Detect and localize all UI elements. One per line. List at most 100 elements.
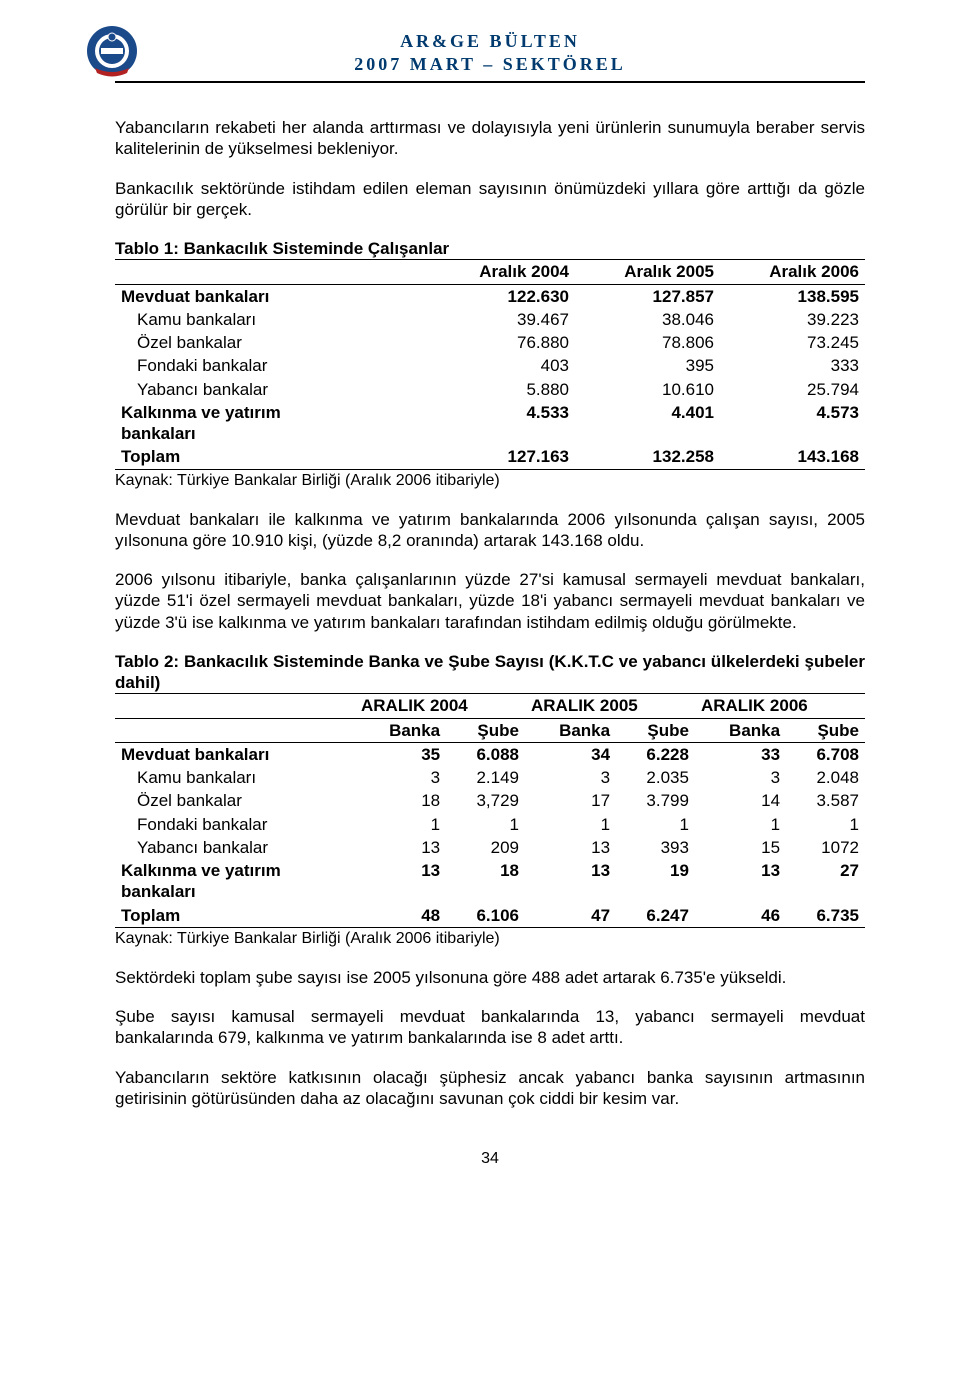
table-row: Kalkınma ve yatırımbankaları4.5334.4014.… (115, 401, 865, 446)
row-value: 33 (695, 742, 786, 766)
row-value: 1072 (786, 836, 865, 859)
row-value: 39.467 (430, 308, 575, 331)
row-value: 47 (525, 904, 616, 928)
table-row: Toplam486.106476.247466.735 (115, 904, 865, 928)
row-label: Kamu bankaları (115, 308, 430, 331)
t2-th1: ARALIK 2004 (355, 694, 525, 718)
row-value: 6.708 (786, 742, 865, 766)
row-value: 1 (695, 813, 786, 836)
row-value: 17 (525, 789, 616, 812)
row-value: 3 (695, 766, 786, 789)
row-value: 3 (355, 766, 446, 789)
row-label: Özel bankalar (115, 331, 430, 354)
row-value: 15 (695, 836, 786, 859)
row-label: Toplam (115, 445, 430, 469)
row-value: 4.573 (720, 401, 865, 446)
table1-h1: Aralık 2004 (430, 260, 575, 284)
t2-sh5: Banka (695, 718, 786, 742)
row-label: Toplam (115, 904, 355, 928)
row-value: 6.247 (616, 904, 695, 928)
row-value: 5.880 (430, 378, 575, 401)
t2-sh0 (115, 718, 355, 742)
table2-source: Kaynak: Türkiye Bankalar Birliği (Aralık… (115, 929, 865, 949)
row-value: 2.035 (616, 766, 695, 789)
table-row: Fondaki bankalar403395333 (115, 354, 865, 377)
t2-th0 (115, 694, 355, 718)
row-value: 10.610 (575, 378, 720, 401)
row-value: 3.799 (616, 789, 695, 812)
row-value: 132.258 (575, 445, 720, 469)
paragraph-1: Yabancıların rekabeti her alanda arttırm… (115, 117, 865, 160)
t2-th2: ARALIK 2005 (525, 694, 695, 718)
row-value: 18 (355, 789, 446, 812)
row-value: 138.595 (720, 284, 865, 308)
header-divider (115, 81, 865, 83)
row-value: 6.735 (786, 904, 865, 928)
row-value: 6.106 (446, 904, 525, 928)
row-value: 403 (430, 354, 575, 377)
t2-sh3: Banka (525, 718, 616, 742)
row-value: 1 (525, 813, 616, 836)
t2-sh2: Şube (446, 718, 525, 742)
logo-icon (85, 24, 139, 83)
paragraph-5: Sektördeki toplam şube sayısı ise 2005 y… (115, 967, 865, 988)
table-row: Yabancı bankalar1320913393151072 (115, 836, 865, 859)
row-value: 127.163 (430, 445, 575, 469)
row-value: 6.088 (446, 742, 525, 766)
table1-h3: Aralık 2006 (720, 260, 865, 284)
table-row: Özel bankalar183,729173.799143.587 (115, 789, 865, 812)
row-value: 209 (446, 836, 525, 859)
row-value: 3.587 (786, 789, 865, 812)
row-label: Yabancı bankalar (115, 378, 430, 401)
paragraph-7: Yabancıların sektöre katkısının olacağı … (115, 1067, 865, 1110)
table1-body: Mevduat bankaları122.630127.857138.595Ka… (115, 284, 865, 469)
row-value: 4.533 (430, 401, 575, 446)
page-number: 34 (115, 1149, 865, 1169)
row-label: Kalkınma ve yatırımbankaları (115, 401, 430, 446)
row-value: 1 (355, 813, 446, 836)
table1-h2: Aralık 2005 (575, 260, 720, 284)
row-value: 4.401 (575, 401, 720, 446)
row-label: Yabancı bankalar (115, 836, 355, 859)
row-value: 48 (355, 904, 446, 928)
row-value: 2.149 (446, 766, 525, 789)
row-value: 46 (695, 904, 786, 928)
table1-source: Kaynak: Türkiye Bankalar Birliği (Aralık… (115, 471, 865, 491)
row-label: Kalkınma ve yatırımbankaları (115, 859, 355, 904)
t2-sh1: Banka (355, 718, 446, 742)
row-value: 25.794 (720, 378, 865, 401)
table2-title: Tablo 2: Bankacılık Sisteminde Banka ve … (115, 651, 865, 694)
row-value: 333 (720, 354, 865, 377)
table1-h0 (115, 260, 430, 284)
row-value: 39.223 (720, 308, 865, 331)
page-header: AR&GE BÜLTEN 2007 MART – SEKTÖREL (115, 30, 865, 75)
paragraph-3: Mevduat bankaları ile kalkınma ve yatırı… (115, 509, 865, 552)
row-label: Mevduat bankaları (115, 742, 355, 766)
row-label: Kamu bankaları (115, 766, 355, 789)
table-row: Fondaki bankalar111111 (115, 813, 865, 836)
table-row: Özel bankalar76.88078.80673.245 (115, 331, 865, 354)
row-value: 6.228 (616, 742, 695, 766)
row-value: 78.806 (575, 331, 720, 354)
row-value: 76.880 (430, 331, 575, 354)
table1-header-row: Aralık 2004 Aralık 2005 Aralık 2006 (115, 260, 865, 284)
table-row: Mevduat bankaları356.088346.228336.708 (115, 742, 865, 766)
row-value: 13 (355, 836, 446, 859)
paragraph-4: 2006 yılsonu itibariyle, banka çalışanla… (115, 569, 865, 633)
table-row: Toplam127.163132.258143.168 (115, 445, 865, 469)
row-value: 73.245 (720, 331, 865, 354)
row-value: 38.046 (575, 308, 720, 331)
row-value: 19 (616, 859, 695, 904)
row-value: 35 (355, 742, 446, 766)
row-value: 13 (695, 859, 786, 904)
table-row: Mevduat bankaları122.630127.857138.595 (115, 284, 865, 308)
table1-title: Tablo 1: Bankacılık Sisteminde Çalışanla… (115, 238, 865, 259)
table-row: Yabancı bankalar5.88010.61025.794 (115, 378, 865, 401)
table-row: Kalkınma ve yatırımbankaları131813191327 (115, 859, 865, 904)
row-label: Fondaki bankalar (115, 813, 355, 836)
row-value: 395 (575, 354, 720, 377)
paragraph-6: Şube sayısı kamusal sermayeli mevduat ba… (115, 1006, 865, 1049)
row-value: 13 (355, 859, 446, 904)
row-value: 14 (695, 789, 786, 812)
table2-sub-header: Banka Şube Banka Şube Banka Şube (115, 718, 865, 742)
